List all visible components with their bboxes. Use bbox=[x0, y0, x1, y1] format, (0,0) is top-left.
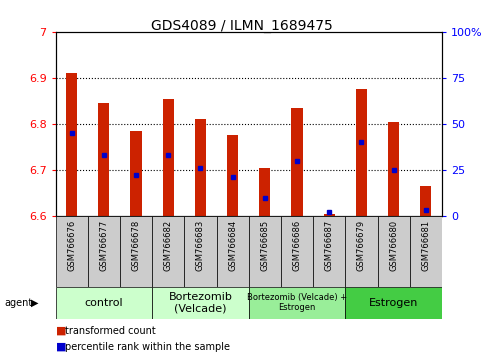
Bar bbox=[420, 186, 431, 216]
Text: ■: ■ bbox=[56, 342, 66, 352]
Text: agent: agent bbox=[5, 298, 33, 308]
Text: transformed count: transformed count bbox=[65, 326, 156, 336]
Bar bbox=[249, 216, 281, 287]
Text: GSM766684: GSM766684 bbox=[228, 219, 237, 270]
Bar bbox=[56, 216, 88, 287]
Text: GSM766680: GSM766680 bbox=[389, 219, 398, 270]
Text: GSM766685: GSM766685 bbox=[260, 219, 270, 270]
Bar bbox=[98, 103, 110, 216]
Bar bbox=[152, 216, 185, 287]
Text: Bortezomib
(Velcade): Bortezomib (Velcade) bbox=[169, 292, 232, 314]
Text: GSM766679: GSM766679 bbox=[357, 219, 366, 270]
Bar bbox=[130, 131, 142, 216]
Bar bbox=[163, 98, 174, 216]
Bar bbox=[345, 216, 378, 287]
Text: ▶: ▶ bbox=[31, 298, 39, 308]
Text: GSM766681: GSM766681 bbox=[421, 219, 430, 270]
Text: GSM766676: GSM766676 bbox=[67, 219, 76, 271]
Text: ■: ■ bbox=[56, 326, 66, 336]
Bar bbox=[345, 287, 442, 319]
Text: GSM766677: GSM766677 bbox=[99, 219, 108, 271]
Bar bbox=[227, 135, 238, 216]
Bar bbox=[259, 167, 270, 216]
Text: GSM766678: GSM766678 bbox=[131, 219, 141, 271]
Text: percentile rank within the sample: percentile rank within the sample bbox=[65, 342, 230, 352]
Text: control: control bbox=[85, 298, 123, 308]
Bar bbox=[249, 287, 345, 319]
Bar bbox=[195, 119, 206, 216]
Bar bbox=[281, 216, 313, 287]
Bar bbox=[88, 216, 120, 287]
Bar bbox=[291, 108, 303, 216]
Text: GSM766687: GSM766687 bbox=[325, 219, 334, 271]
Bar bbox=[56, 287, 152, 319]
Bar bbox=[216, 216, 249, 287]
Bar bbox=[185, 216, 216, 287]
Bar bbox=[378, 216, 410, 287]
Text: GDS4089 / ILMN_1689475: GDS4089 / ILMN_1689475 bbox=[151, 19, 332, 34]
Bar bbox=[410, 216, 442, 287]
Bar bbox=[388, 122, 399, 216]
Text: GSM766682: GSM766682 bbox=[164, 219, 173, 270]
Bar bbox=[152, 287, 249, 319]
Bar bbox=[324, 213, 335, 216]
Text: Bortezomib (Velcade) +
Estrogen: Bortezomib (Velcade) + Estrogen bbox=[247, 293, 347, 312]
Bar bbox=[120, 216, 152, 287]
Text: GSM766683: GSM766683 bbox=[196, 219, 205, 271]
Text: GSM766686: GSM766686 bbox=[293, 219, 301, 271]
Bar bbox=[66, 73, 77, 216]
Bar bbox=[313, 216, 345, 287]
Text: Estrogen: Estrogen bbox=[369, 298, 418, 308]
Bar bbox=[356, 89, 367, 216]
